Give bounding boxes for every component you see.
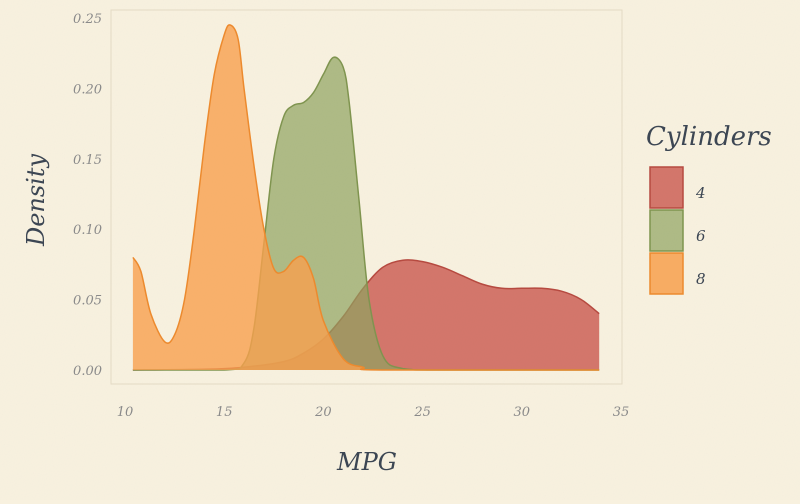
x-tick-label: 35 xyxy=(613,405,630,420)
y-tick-label: 0.20 xyxy=(73,82,102,97)
legend-title: Cylinders xyxy=(646,122,772,152)
y-axis-ticks: 0.00 0.05 0.10 0.15 0.20 0.25 xyxy=(73,12,102,379)
x-axis-ticks: 10 15 20 25 30 35 xyxy=(117,405,630,420)
density-line-8 xyxy=(132,24,600,371)
x-axis-title: MPG xyxy=(336,448,397,476)
density-areas xyxy=(132,24,600,371)
legend-swatch-8 xyxy=(649,252,684,295)
y-axis-title: Density xyxy=(22,154,50,248)
y-tick-label: 0.10 xyxy=(73,223,102,238)
y-tick-label: 0.05 xyxy=(73,294,102,309)
x-tick-label: 25 xyxy=(413,405,431,420)
y-tick-label: 0.25 xyxy=(73,12,102,27)
x-tick-label: 10 xyxy=(117,405,134,420)
y-tick-label: 0.15 xyxy=(73,153,102,168)
legend: Cylinders 4 6 8 xyxy=(646,122,772,295)
legend-label-6: 6 xyxy=(696,227,706,245)
y-tick-label: 0.00 xyxy=(73,364,102,379)
legend-label-8: 8 xyxy=(696,270,706,288)
density-area-8 xyxy=(132,24,600,371)
legend-swatch-4 xyxy=(649,166,684,209)
x-tick-label: 20 xyxy=(314,405,332,420)
legend-label-4: 4 xyxy=(695,184,706,202)
x-tick-label: 30 xyxy=(514,405,531,420)
x-tick-label: 15 xyxy=(216,405,233,420)
legend-swatch-6 xyxy=(649,209,684,252)
plot-frame xyxy=(110,9,623,385)
density-area-6 xyxy=(132,57,600,370)
